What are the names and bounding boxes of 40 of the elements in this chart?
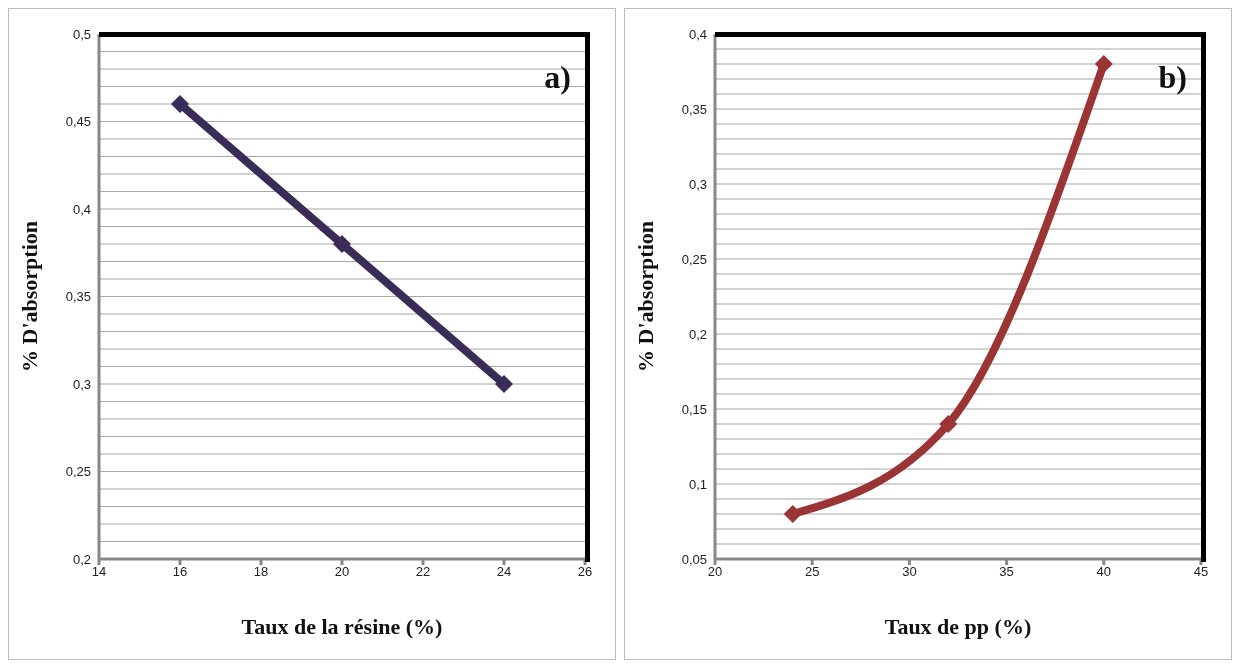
y-tick-label: 0,35 [681,101,707,117]
y-tick-label: 0,5 [72,26,91,42]
y-tick-label: 0,25 [65,464,91,480]
x-tick-label: 20 [707,564,723,580]
x-tick-label: 30 [902,564,917,580]
x-tick-label: 45 [1193,564,1209,580]
x-tick-label: 35 [999,564,1014,580]
y-tick-label: 0,3 [688,176,707,192]
y-tick-label: 0,35 [65,289,91,305]
point [783,505,802,523]
y-tick-label: 0,2 [688,326,707,342]
x-axis-title: Taux de la résine (%) [241,614,443,639]
annotation: b) [1158,59,1187,96]
x-tick-label: 20 [334,564,350,580]
y-tick-label: 0,45 [65,114,91,130]
x-tick-label: 18 [253,564,269,580]
y-tick-label: 0,05 [681,551,707,567]
y-tick-label: 0,4 [72,201,91,217]
x-tick-label: 26 [577,564,593,580]
y-tick-label: 0,1 [688,476,707,492]
x-tick-label: 40 [1096,564,1112,580]
point [939,415,958,433]
x-tick-label: 22 [415,564,431,580]
x-tick-label: 25 [804,564,820,580]
y-tick-label: 0,15 [681,401,707,417]
y-axis-title: % D'absorption [16,221,42,372]
point [495,375,513,393]
x-tick-label: 16 [172,564,188,580]
y-tick-label: 0,25 [681,251,707,267]
y-tick-label: 0,4 [688,26,707,42]
annotation: a) [544,59,571,96]
point [1094,55,1113,73]
x-tick-label: 14 [91,564,107,580]
y-axis-title: % D'absorption [632,221,658,372]
point [333,235,351,253]
x-axis-title: Taux de pp (%) [884,614,1032,639]
y-tick-label: 0,2 [72,551,91,567]
y-tick-label: 0,3 [72,376,91,392]
point [171,95,189,113]
x-tick-label: 24 [496,564,512,580]
